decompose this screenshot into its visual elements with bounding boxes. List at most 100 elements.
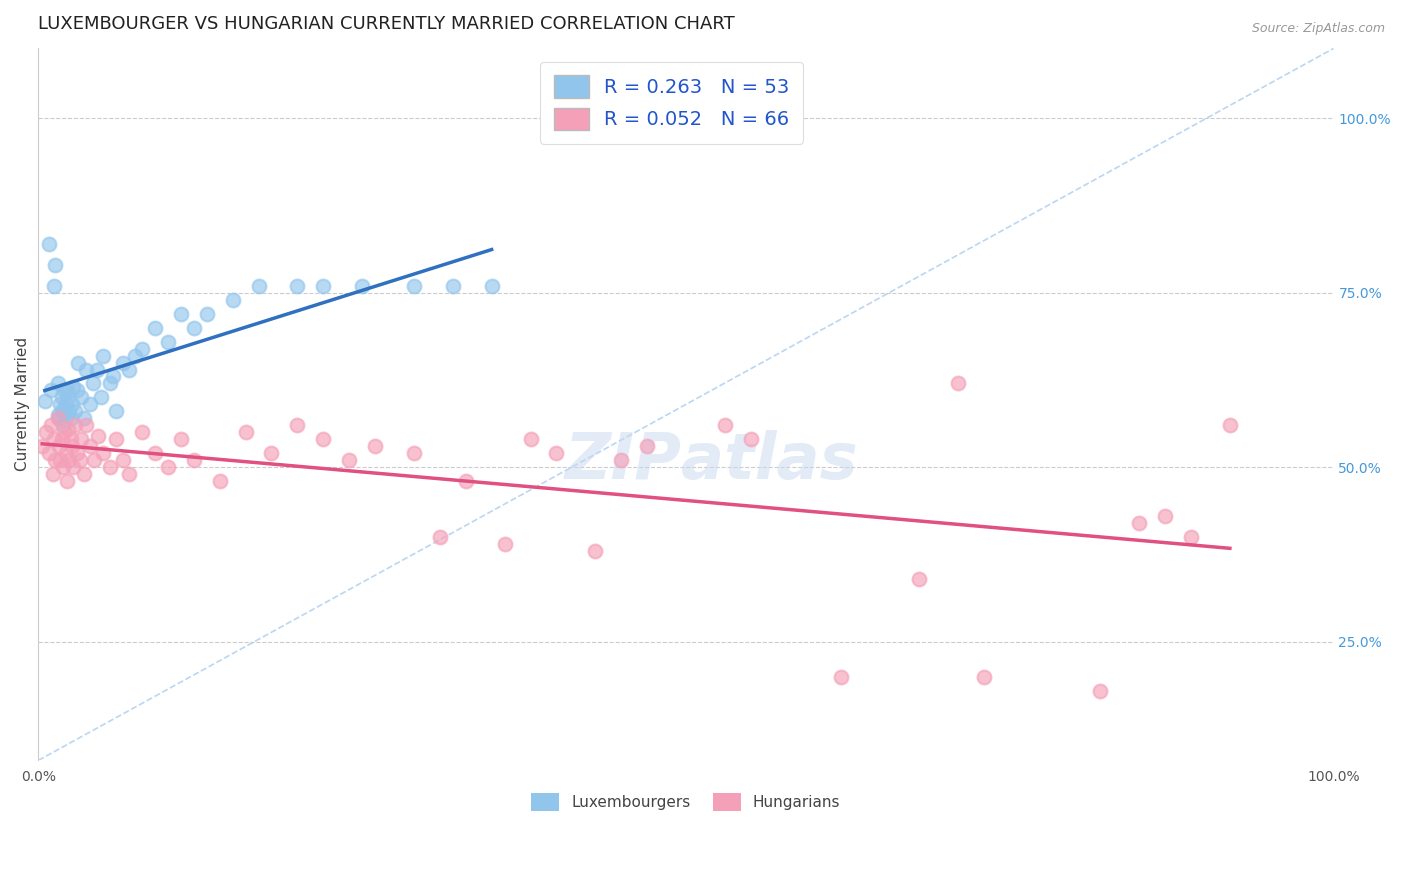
Point <box>67 355 90 369</box>
Point <box>908 572 931 586</box>
Point <box>75 362 97 376</box>
Point <box>56 474 79 488</box>
Point <box>46 376 69 391</box>
Point <box>235 425 257 440</box>
Point <box>38 236 60 251</box>
Point <box>546 446 568 460</box>
Point <box>60 397 83 411</box>
Point <box>51 433 73 447</box>
Point <box>1154 509 1177 524</box>
Point <box>183 453 205 467</box>
Point <box>60 439 83 453</box>
Point <box>195 307 218 321</box>
Point <box>48 439 70 453</box>
Point <box>79 439 101 453</box>
Point <box>352 278 374 293</box>
Point <box>46 408 69 422</box>
Point <box>946 376 969 391</box>
Point <box>429 530 451 544</box>
Point <box>260 446 283 460</box>
Point <box>402 278 425 293</box>
Text: ZIP​atlas: ZIP​atlas <box>565 430 859 492</box>
Point <box>70 433 93 447</box>
Point <box>337 453 360 467</box>
Point <box>481 278 503 293</box>
Point <box>66 446 89 460</box>
Point <box>58 453 80 467</box>
Point <box>124 349 146 363</box>
Point <box>52 418 75 433</box>
Point <box>118 362 141 376</box>
Point <box>830 670 852 684</box>
Point <box>111 453 134 467</box>
Point <box>52 460 75 475</box>
Point <box>59 411 82 425</box>
Point <box>105 433 128 447</box>
Point <box>143 446 166 460</box>
Point <box>59 433 82 447</box>
Point <box>56 422 79 436</box>
Point <box>82 376 104 391</box>
Point <box>1180 530 1202 544</box>
Point <box>56 384 79 398</box>
Legend: Luxembourgers, Hungarians: Luxembourgers, Hungarians <box>526 787 846 817</box>
Point <box>31 439 53 453</box>
Text: Source: ZipAtlas.com: Source: ZipAtlas.com <box>1251 22 1385 36</box>
Point <box>62 380 84 394</box>
Point <box>41 467 63 482</box>
Point <box>56 391 79 405</box>
Point <box>91 349 114 363</box>
Point <box>118 467 141 482</box>
Point <box>312 433 335 447</box>
Point <box>62 460 84 475</box>
Point <box>75 418 97 433</box>
Text: LUXEMBOURGER VS HUNGARIAN CURRENTLY MARRIED CORRELATION CHART: LUXEMBOURGER VS HUNGARIAN CURRENTLY MARR… <box>38 15 735 33</box>
Point <box>48 411 70 425</box>
Point <box>170 307 193 321</box>
Point <box>583 544 606 558</box>
Point <box>87 429 110 443</box>
Point <box>55 397 77 411</box>
Point <box>39 384 62 398</box>
Point <box>221 293 243 307</box>
Point <box>98 460 121 475</box>
Point <box>143 320 166 334</box>
Point <box>55 446 77 460</box>
Point <box>56 408 79 422</box>
Point <box>83 453 105 467</box>
Point <box>44 258 66 272</box>
Point <box>38 446 60 460</box>
Point <box>35 425 58 440</box>
Point <box>73 411 96 425</box>
Point <box>364 439 387 453</box>
Point <box>610 453 633 467</box>
Point <box>494 537 516 551</box>
Point <box>1128 516 1150 530</box>
Point <box>44 453 66 467</box>
Point <box>91 446 114 460</box>
Point <box>519 433 541 447</box>
Point <box>636 439 658 453</box>
Point <box>98 376 121 391</box>
Point <box>208 474 231 488</box>
Point <box>53 425 76 440</box>
Point <box>1219 418 1241 433</box>
Point <box>170 433 193 447</box>
Point <box>86 362 108 376</box>
Point <box>42 278 65 293</box>
Point <box>156 460 179 475</box>
Point <box>63 404 86 418</box>
Point <box>51 391 73 405</box>
Point <box>183 320 205 334</box>
Point <box>46 411 69 425</box>
Point <box>103 369 125 384</box>
Point <box>49 397 72 411</box>
Point <box>69 453 91 467</box>
Point <box>973 670 995 684</box>
Point <box>454 474 477 488</box>
Point <box>53 404 76 418</box>
Point <box>713 418 735 433</box>
Point <box>70 391 93 405</box>
Point <box>63 418 86 433</box>
Point <box>111 355 134 369</box>
